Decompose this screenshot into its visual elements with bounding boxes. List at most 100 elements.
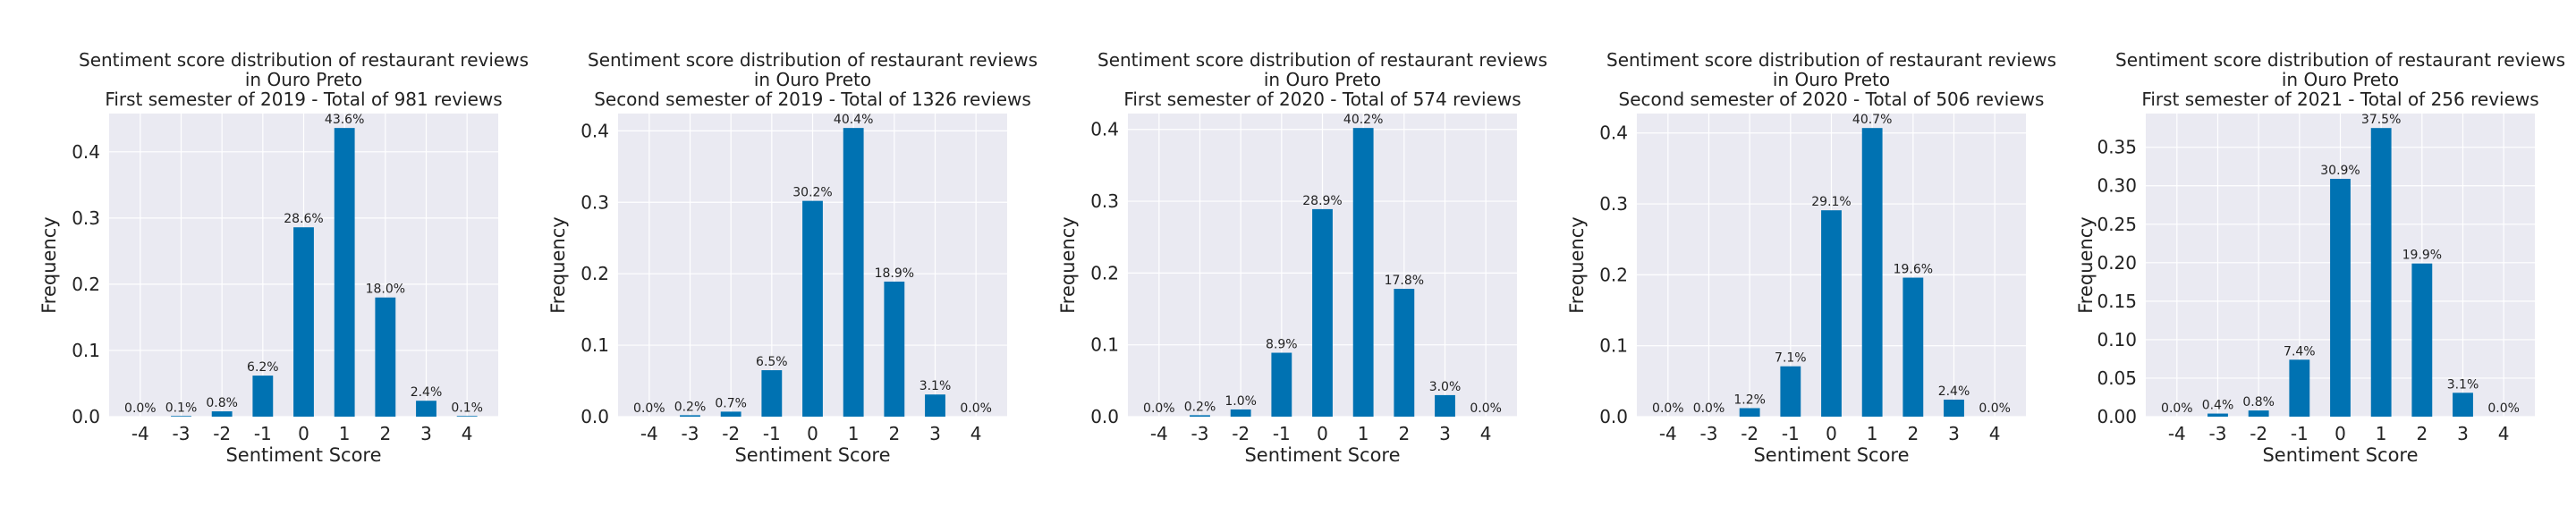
data-label: 7.1% xyxy=(1775,351,1807,366)
data-label: 28.6% xyxy=(284,212,323,226)
bar--1 xyxy=(252,376,274,417)
data-label: 8.9% xyxy=(1266,338,1298,352)
data-label: 0.2% xyxy=(674,400,707,414)
data-label: 37.5% xyxy=(2361,113,2401,127)
x-axis-label: Sentiment Score xyxy=(1244,444,1400,466)
bar--3 xyxy=(171,416,191,417)
bar-2 xyxy=(1902,277,1924,417)
bar--2 xyxy=(2248,410,2269,417)
bar-2 xyxy=(375,297,396,417)
bar--3 xyxy=(680,415,700,417)
y-axis-label: Frequency xyxy=(1057,216,1079,314)
y-tick-label: 0.3 xyxy=(1599,193,1628,215)
chart-title-line: Sentiment score distribution of restaura… xyxy=(79,49,529,71)
y-axis-label: Frequency xyxy=(1566,216,1588,314)
data-label: 0.0% xyxy=(633,401,665,416)
x-tick-label: -2 xyxy=(1741,423,1758,444)
chart-title-line: First semester of 2021 - Total of 256 re… xyxy=(2141,89,2538,110)
y-tick-label: 0.05 xyxy=(2097,367,2137,389)
data-label: 28.9% xyxy=(1302,194,1342,208)
x-tick-label: 0 xyxy=(1317,423,1328,444)
data-label: 18.9% xyxy=(875,266,914,281)
chart-title-line: Sentiment score distribution of restaura… xyxy=(588,49,1038,71)
data-label: 1.2% xyxy=(1733,393,1766,407)
y-tick-label: 0.4 xyxy=(1599,122,1628,144)
x-tick-label: 3 xyxy=(1948,423,1960,444)
y-tick-label: 0.3 xyxy=(1090,190,1119,212)
data-label: 0.0% xyxy=(1693,401,1725,416)
y-tick-label: 0.1 xyxy=(580,334,609,356)
bar-4 xyxy=(456,416,478,417)
chart-title-line: in Ouro Preto xyxy=(1264,69,1381,90)
chart-panel-1: 0.0 0.1 0.2 0.3 0.4 0.0% -4 0.1% -3 0.8% -2 6.2% -1 2… xyxy=(38,49,529,466)
data-label: 6.2% xyxy=(247,360,279,375)
data-label: 30.2% xyxy=(792,186,832,200)
x-tick-label: 0 xyxy=(1826,423,1837,444)
y-tick-label: 0.2 xyxy=(72,274,100,295)
x-tick-label: 2 xyxy=(888,423,900,444)
data-label: 0.8% xyxy=(206,396,238,410)
x-axis-label: Sentiment Score xyxy=(2262,444,2418,466)
data-label: 0.4% xyxy=(2202,399,2234,413)
data-label: 18.0% xyxy=(366,283,405,297)
chart-title-line: in Ouro Preto xyxy=(754,69,871,90)
x-tick-label: 1 xyxy=(1358,423,1369,444)
x-axis-label: Sentiment Score xyxy=(734,444,890,466)
data-label: 0.7% xyxy=(715,396,747,410)
y-tick-label: 0.1 xyxy=(1090,334,1119,356)
x-axis-label: Sentiment Score xyxy=(1753,444,1909,466)
bar-0 xyxy=(2330,178,2351,417)
x-tick-label: -1 xyxy=(1782,423,1800,444)
y-axis-label: Frequency xyxy=(547,216,569,314)
data-label: 19.9% xyxy=(2402,249,2442,263)
data-label: 0.0% xyxy=(1652,401,1684,416)
x-tick-label: -2 xyxy=(1232,423,1250,444)
x-tick-label: 3 xyxy=(2457,423,2469,444)
x-tick-label: -4 xyxy=(1659,423,1677,444)
x-tick-label: 2 xyxy=(379,423,391,444)
y-tick-label: 0.00 xyxy=(2097,406,2137,427)
data-label: 19.6% xyxy=(1894,263,1933,277)
y-tick-label: 0.3 xyxy=(580,191,609,213)
y-axis-label: Frequency xyxy=(38,216,60,314)
y-tick-label: 0.30 xyxy=(2097,175,2137,197)
x-tick-label: 3 xyxy=(420,423,432,444)
x-tick-label: 1 xyxy=(339,423,351,444)
data-label: 3.1% xyxy=(2447,377,2479,392)
x-tick-label: 1 xyxy=(848,423,860,444)
bar--3 xyxy=(1190,415,1210,417)
data-label: 1.0% xyxy=(1224,394,1257,409)
chart-title-line: First semester of 2020 - Total of 574 re… xyxy=(1123,89,1521,110)
chart-title-line: in Ouro Preto xyxy=(245,69,362,90)
x-tick-label: -4 xyxy=(1150,423,1168,444)
bar--1 xyxy=(761,370,783,417)
x-tick-label: -4 xyxy=(640,423,658,444)
x-tick-label: -2 xyxy=(213,423,231,444)
y-tick-label: 0.4 xyxy=(580,120,609,141)
bar-1 xyxy=(1861,128,1883,417)
data-label: 40.2% xyxy=(1343,113,1383,127)
x-tick-label: 2 xyxy=(1398,423,1410,444)
y-tick-label: 0.0 xyxy=(580,406,609,427)
bar--2 xyxy=(1230,409,1251,417)
x-tick-label: 4 xyxy=(1989,423,2001,444)
y-tick-label: 0.20 xyxy=(2097,252,2137,274)
chart-title-line: Sentiment score distribution of restaura… xyxy=(1606,49,2056,71)
x-tick-label: -2 xyxy=(2250,423,2267,444)
x-tick-label: -1 xyxy=(2291,423,2309,444)
chart-panel-5: 0.00 0.05 0.10 0.15 0.20 0.25 0.30 0.35 0.0% -4 0.… xyxy=(2075,49,2565,466)
x-tick-label: 0 xyxy=(807,423,818,444)
bar-1 xyxy=(843,128,864,417)
y-tick-label: 0.4 xyxy=(1090,119,1119,140)
data-label: 0.2% xyxy=(1184,400,1216,414)
x-tick-label: -3 xyxy=(682,423,699,444)
data-label: 0.8% xyxy=(2242,395,2275,409)
y-tick-label: 0.3 xyxy=(72,207,100,229)
bar-0 xyxy=(1312,208,1333,417)
chart-title-line: Sentiment score distribution of restaura… xyxy=(1097,49,1547,71)
bar--2 xyxy=(720,411,741,417)
bar-0 xyxy=(802,200,823,417)
data-label: 0.1% xyxy=(451,401,483,415)
y-tick-label: 0.2 xyxy=(1090,262,1119,283)
